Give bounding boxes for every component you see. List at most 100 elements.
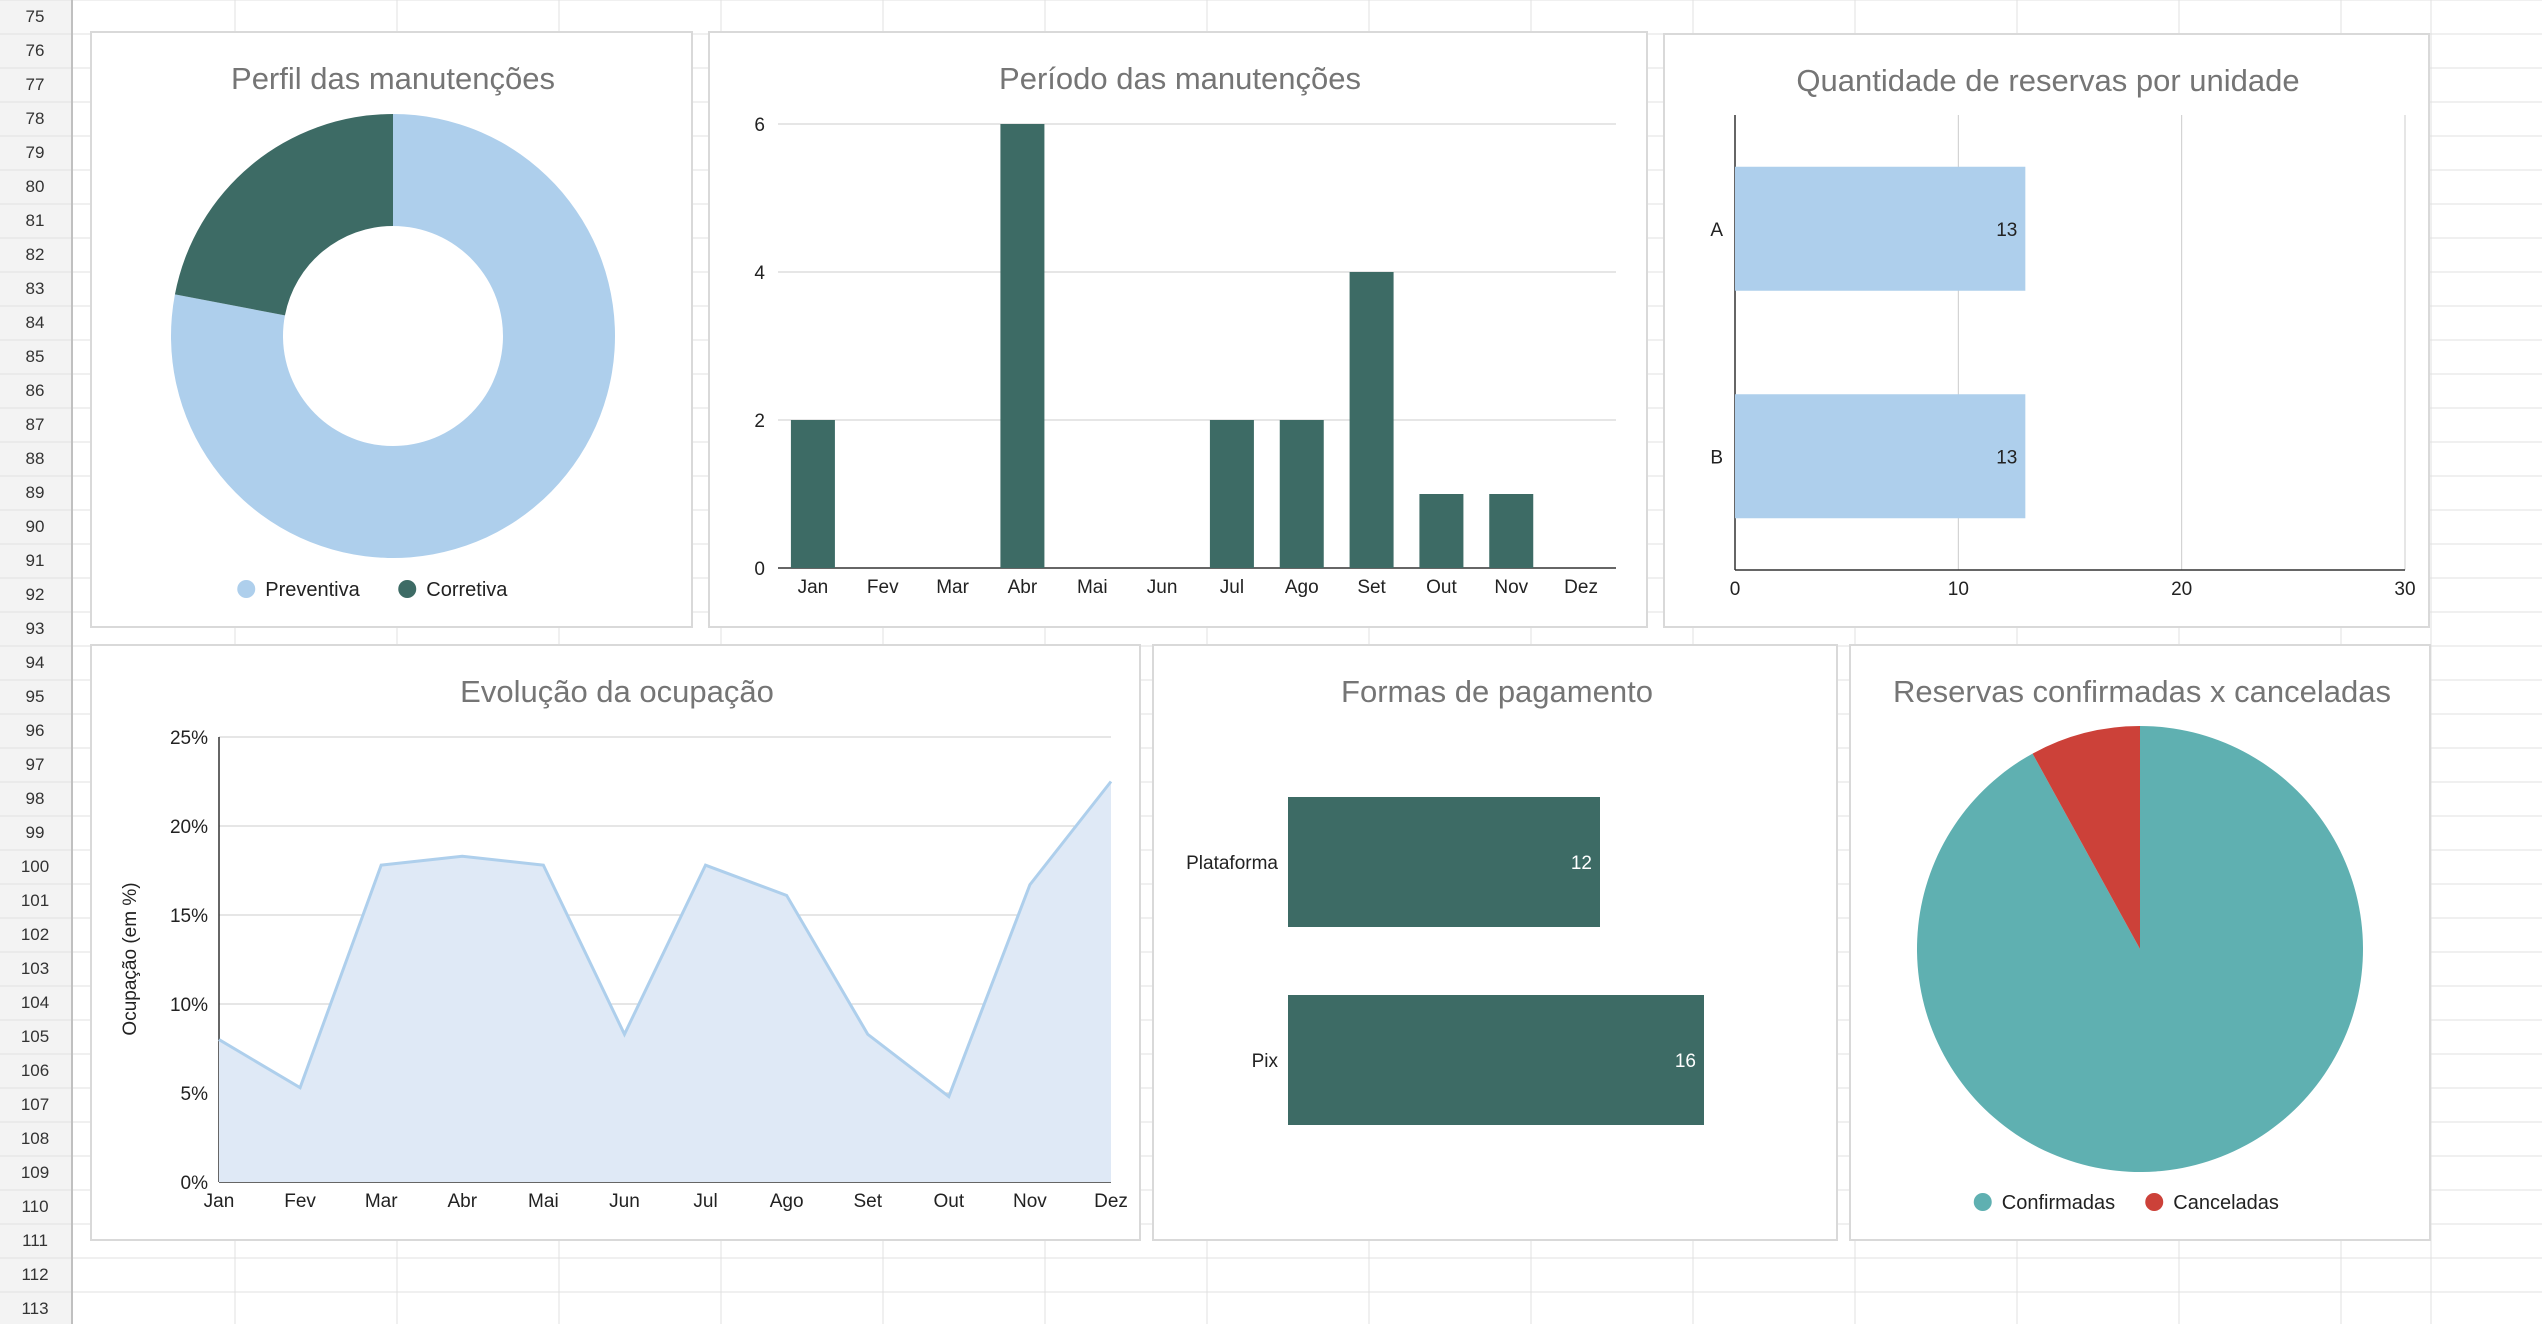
- row-header[interactable]: 92: [25, 585, 45, 604]
- data-label: 13: [1996, 220, 2017, 241]
- chart-title: Quantidade de reservas por unidade: [1796, 63, 2299, 98]
- row-header[interactable]: 93: [25, 619, 45, 638]
- row-header[interactable]: 100: [20, 857, 50, 876]
- row-header[interactable]: 98: [25, 789, 45, 808]
- x-tick-label: Mai: [1077, 577, 1108, 598]
- row-header-column: [0, 0, 72, 1324]
- y-tick-label: B: [1710, 447, 1723, 468]
- data-label: 16: [1675, 1051, 1696, 1072]
- y-tick-label: 4: [754, 263, 765, 284]
- x-tick-label: Set: [853, 1191, 882, 1212]
- legend-label: Canceladas: [2173, 1192, 2279, 1214]
- chart-title: Reservas confirmadas x canceladas: [1893, 674, 2391, 709]
- row-header[interactable]: 81: [25, 211, 45, 230]
- y-tick-label: 15%: [170, 906, 208, 927]
- x-tick-label: Jul: [1220, 577, 1244, 598]
- row-header[interactable]: 111: [22, 1231, 48, 1250]
- bar: [1288, 995, 1704, 1125]
- row-header[interactable]: 109: [20, 1163, 50, 1182]
- y-tick-label: 0: [754, 559, 765, 580]
- row-header[interactable]: 90: [25, 517, 45, 536]
- x-tick-label: Nov: [1494, 577, 1528, 598]
- y-tick-label: 25%: [170, 728, 208, 749]
- bar: [1419, 494, 1464, 568]
- x-tick-label: Ago: [770, 1191, 804, 1212]
- x-tick-label: Nov: [1013, 1191, 1047, 1212]
- row-header[interactable]: 99: [25, 823, 45, 842]
- chart-card-perfil[interactable]: Perfil das manutenções Preventiva Correti…: [90, 31, 693, 628]
- y-tick-label: Pix: [1252, 1051, 1279, 1072]
- row-header[interactable]: 107: [20, 1095, 50, 1114]
- row-header[interactable]: 89: [25, 483, 45, 502]
- y-tick-label: 5%: [181, 1084, 209, 1105]
- chart-card-pagamento[interactable]: Formas de pagamento 12 Plataforma 16 Pix: [1152, 644, 1838, 1241]
- x-tick-label: Abr: [1008, 577, 1038, 598]
- row-header[interactable]: 84: [25, 313, 45, 332]
- row-header[interactable]: 108: [20, 1129, 50, 1148]
- row-header[interactable]: 78: [25, 109, 45, 128]
- x-tick-label: Jun: [609, 1191, 640, 1212]
- donut-chart-perfil: Perfil das manutenções Preventiva Correti…: [170, 61, 615, 601]
- row-header[interactable]: 79: [25, 143, 45, 162]
- y-tick-label: 2: [754, 411, 765, 432]
- row-header[interactable]: 75: [25, 7, 45, 26]
- x-tick-label: Fev: [867, 577, 899, 598]
- x-tick-label: Out: [934, 1191, 965, 1212]
- row-header[interactable]: 82: [25, 245, 45, 264]
- x-tick-label: Dez: [1564, 577, 1598, 598]
- row-header[interactable]: 83: [25, 279, 45, 298]
- row-header[interactable]: 110: [21, 1197, 49, 1216]
- x-tick-label: Mai: [528, 1191, 559, 1212]
- row-header[interactable]: 87: [25, 415, 45, 434]
- legend-label: Corretiva: [426, 579, 508, 601]
- row-header[interactable]: 85: [25, 347, 45, 366]
- chart-card-ocupacao[interactable]: Evolução da ocupação 0% 5% 10% 15% 20% 25% Jan…: [90, 644, 1141, 1241]
- chart-card-confirmadas[interactable]: Reservas confirmadas x canceladas Confir…: [1849, 644, 2431, 1241]
- x-tick-label: 10: [1948, 579, 1969, 600]
- y-tick-label: A: [1710, 220, 1723, 241]
- chart-card-periodo[interactable]: Período das manutenções 0 2 4 6 Jan Fev Mar Abr…: [708, 31, 1648, 628]
- x-tick-label: Jul: [693, 1191, 717, 1212]
- pie-slice: [170, 114, 615, 558]
- row-header[interactable]: 86: [25, 381, 45, 400]
- row-header[interactable]: 94: [25, 653, 45, 672]
- legend-marker: [1973, 1193, 1992, 1211]
- bar: [1349, 272, 1394, 568]
- hbar-chart-reservas-unidade: Quantidade de reservas por unidade 0 10 20…: [1710, 63, 2415, 600]
- data-label: 12: [1571, 853, 1592, 874]
- y-tick-label: 6: [754, 115, 765, 136]
- row-header[interactable]: 105: [20, 1027, 50, 1046]
- bar: [1489, 494, 1534, 568]
- row-header[interactable]: 77: [25, 75, 45, 94]
- x-tick-label: 20: [2171, 579, 2192, 600]
- x-tick-label: Out: [1426, 577, 1457, 598]
- area-chart-ocupacao: Evolução da ocupação 0% 5% 10% 15% 20% 25% Jan…: [120, 674, 1128, 1212]
- row-header[interactable]: 76: [25, 41, 45, 60]
- row-header[interactable]: 80: [25, 177, 45, 196]
- x-tick-label: Jan: [798, 577, 829, 598]
- chart-title: Formas de pagamento: [1341, 674, 1653, 709]
- row-header[interactable]: 101: [20, 891, 50, 910]
- row-header[interactable]: 91: [25, 551, 45, 570]
- y-tick-label: Plataforma: [1186, 853, 1278, 874]
- bar-chart-periodo: Período das manutenções 0 2 4 6 Jan Fev Mar Abr…: [754, 61, 1616, 598]
- row-header[interactable]: 104: [20, 993, 50, 1012]
- chart-title: Evolução da ocupação: [460, 674, 774, 709]
- legend-marker: [2145, 1193, 2164, 1211]
- chart-card-reservas-unidade[interactable]: Quantidade de reservas por unidade 0 10 20…: [1663, 33, 2430, 628]
- row-header[interactable]: 102: [20, 925, 50, 944]
- row-header[interactable]: 113: [21, 1299, 49, 1318]
- row-header[interactable]: 88: [25, 449, 45, 468]
- x-tick-label: Abr: [447, 1191, 477, 1212]
- row-header[interactable]: 103: [20, 959, 50, 978]
- bar: [790, 420, 835, 568]
- x-tick-label: Mar: [936, 577, 969, 598]
- row-header[interactable]: 106: [20, 1061, 50, 1080]
- row-header[interactable]: 97: [25, 755, 45, 774]
- row-header[interactable]: 112: [21, 1265, 49, 1284]
- row-header[interactable]: 95: [25, 687, 45, 706]
- legend-marker: [398, 580, 417, 598]
- x-tick-label: Ago: [1285, 577, 1319, 598]
- row-header[interactable]: 96: [25, 721, 45, 740]
- x-tick-label: Mar: [365, 1191, 398, 1212]
